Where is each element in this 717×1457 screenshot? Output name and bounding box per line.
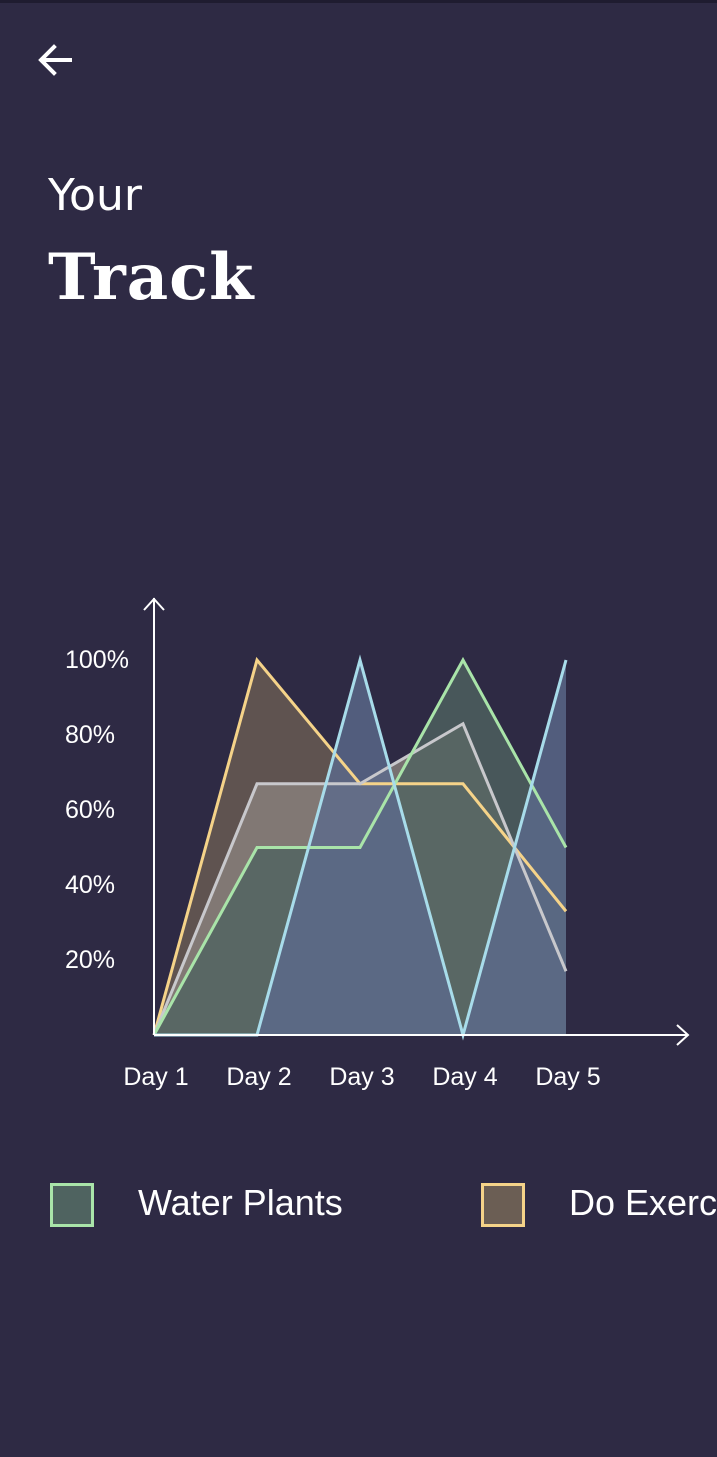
legend-label-do-exercise: Do Exercise — [569, 1182, 717, 1223]
series-line-2 — [152, 656, 568, 1036]
back-button[interactable] — [36, 40, 76, 80]
legend: Water Plants Do Exercise — [0, 1180, 717, 1236]
y-tick-label: 20% — [65, 946, 115, 974]
legend-swatch-water-plants — [50, 1183, 94, 1227]
page-subtitle: Your — [48, 170, 142, 221]
page-title: Track — [48, 240, 255, 315]
x-tick-label: Day 5 — [535, 1063, 600, 1091]
x-tick-label: Day 3 — [329, 1063, 394, 1091]
y-tick-label: 60% — [65, 796, 115, 824]
x-tick-label: Day 4 — [432, 1063, 497, 1091]
y-tick-label: 100% — [65, 646, 129, 674]
y-axis-arrow — [143, 597, 165, 611]
x-axis-arrow — [676, 1024, 690, 1046]
x-tick-label: Day 1 — [123, 1063, 188, 1091]
series-line-1 — [152, 721, 568, 1036]
back-arrow-icon — [38, 44, 72, 76]
status-strip — [0, 0, 717, 3]
y-tick-label: 80% — [65, 721, 115, 749]
legend-label-water-plants: Water Plants — [138, 1182, 343, 1223]
legend-swatch-do-exercise — [481, 1183, 525, 1227]
y-tick-label: 40% — [65, 871, 115, 899]
x-tick-label: Day 2 — [226, 1063, 291, 1091]
track-chart: 20% 40% 60% 80% 100% Day 1 Day 2 Day 3 Day 4 Day … — [65, 597, 690, 1091]
